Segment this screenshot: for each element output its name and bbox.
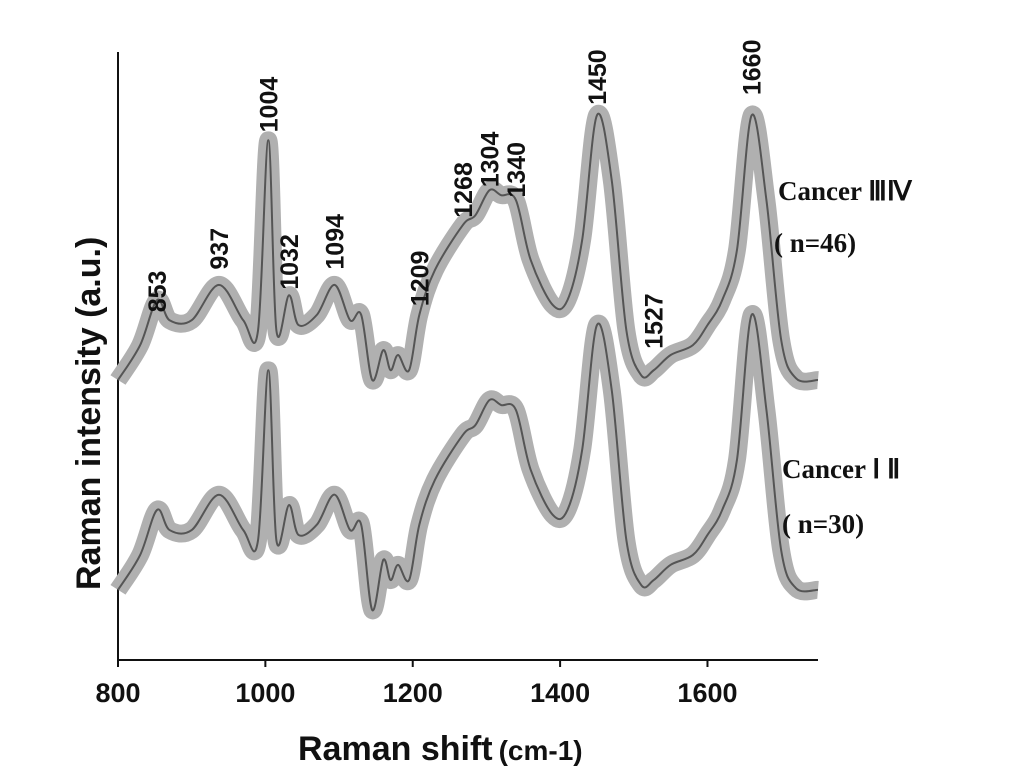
peak-label: 1032 [276, 234, 304, 290]
peak-label: 1450 [584, 49, 612, 105]
y-axis-label: Raman intensity (a.u.) [70, 237, 108, 590]
series-n-upper: ( n=46) [774, 228, 856, 258]
peak-label: 1304 [476, 132, 504, 188]
x-tick-label: 1000 [235, 678, 295, 708]
x-axis-label-text: Raman shift [298, 730, 493, 768]
peak-label: 1527 [641, 293, 669, 349]
series-label-lower: Cancer Ⅰ Ⅱ [782, 454, 900, 484]
x-axis-label: Raman shift (cm-1) [298, 730, 583, 768]
x-tick-label: 800 [95, 678, 140, 708]
peak-label: 1004 [255, 77, 283, 133]
peak-label: 853 [144, 271, 172, 313]
peak-label: 937 [206, 228, 234, 270]
peak-label: 1268 [450, 162, 478, 218]
x-axis-label-unit: (cm-1) [499, 735, 583, 766]
peak-label: 1660 [739, 40, 767, 96]
series-label-upper: Cancer ⅢⅣ [778, 176, 913, 206]
series-line-0 [117, 112, 819, 383]
peak-label: 1209 [406, 251, 434, 307]
x-tick-label: 1600 [677, 678, 737, 708]
x-tick-label: 1400 [530, 678, 590, 708]
series-line-1 [117, 313, 819, 611]
x-tick-label: 1200 [383, 678, 443, 708]
series-n-lower: ( n=30) [782, 509, 864, 539]
peak-label: 1340 [503, 142, 531, 198]
series-std-band-1 [110, 305, 819, 619]
peak-label: 1094 [322, 214, 350, 270]
